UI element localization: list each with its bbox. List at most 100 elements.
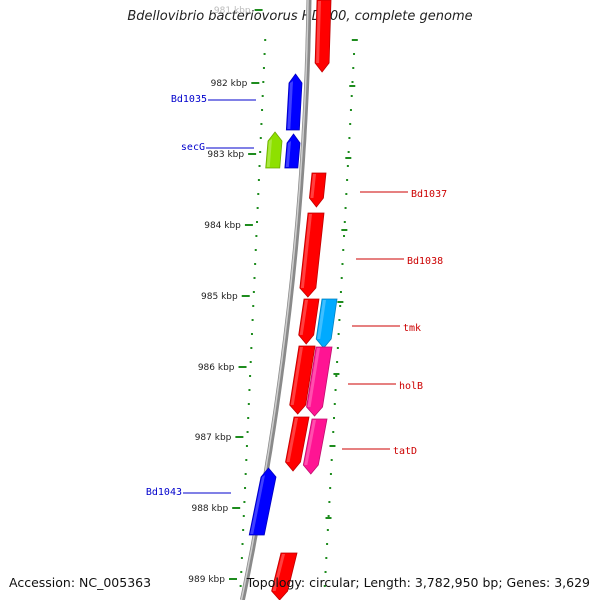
gene-label-holb[interactable]: holB: [399, 381, 423, 392]
gc-dot: [239, 585, 242, 587]
gene-tmk[interactable]: [315, 298, 338, 349]
gc-dot: [261, 95, 264, 97]
gc-dot: [347, 151, 350, 153]
gc-dot: [339, 291, 342, 293]
gene-bevel: [272, 554, 285, 591]
gc-dot: [245, 459, 248, 461]
kbp-tick-label: 984 kbp: [204, 221, 241, 231]
gc-dot: [257, 193, 260, 195]
gene-arrow: [298, 298, 320, 345]
gc-dot: [338, 319, 341, 321]
gene-label-bd1043[interactable]: Bd1043: [146, 487, 182, 498]
gene-feature[interactable]: [314, 0, 332, 73]
gc-dot: [341, 263, 344, 265]
gc-dot: [249, 361, 252, 363]
gene-label-secg[interactable]: secG: [181, 142, 205, 153]
gc-dot: [344, 207, 347, 209]
gene-arrow: [285, 73, 303, 131]
gene-bevel: [285, 141, 291, 167]
gc-dot: [336, 361, 339, 363]
gene-bevel: [310, 174, 316, 198]
gene-bevel: [287, 81, 293, 129]
gene-feature[interactable]: [271, 552, 298, 600]
gene-bevel: [250, 475, 265, 534]
gc-dot: [245, 445, 248, 447]
gene-label-bd1037[interactable]: Bd1037: [411, 189, 447, 200]
gene-bd1043[interactable]: [248, 467, 277, 536]
gc-dot: [262, 67, 265, 69]
gene-bevel: [304, 420, 316, 465]
gc-dot: [252, 291, 255, 293]
gc-dot: [350, 95, 353, 97]
gene-arrow: [265, 131, 283, 169]
gc-dot: [340, 277, 343, 279]
gc-dot: [249, 375, 252, 377]
gene-label-tatd[interactable]: tatD: [393, 446, 417, 457]
gc-dot: [242, 529, 245, 531]
gene-bevel: [316, 1, 321, 63]
gc-dot: [260, 123, 263, 125]
gene-bevel: [266, 139, 272, 167]
gc-dot: [352, 67, 355, 69]
gene-arrow: [309, 172, 327, 208]
gc-dot: [353, 53, 356, 55]
gene-arrow: [302, 418, 328, 475]
gc-dot: [333, 403, 336, 405]
gene-bevel: [307, 348, 320, 407]
kbp-tick-label: 985 kbp: [201, 292, 238, 302]
gc-dot: [346, 179, 349, 181]
gc-dot: [242, 515, 245, 517]
gene-bevel: [317, 300, 326, 339]
gene-arrow: [285, 416, 310, 472]
kbp-tick-label: 982 kbp: [211, 79, 248, 89]
gene-label-bd1038[interactable]: Bd1038: [407, 256, 443, 267]
gc-dot: [250, 333, 253, 335]
gene-label-bd1035[interactable]: Bd1035: [171, 94, 207, 105]
gc-dot: [247, 417, 250, 419]
kbp-tick-label: 983 kbp: [207, 150, 244, 160]
gc-dot: [345, 193, 348, 195]
gene-tatd[interactable]: [302, 418, 328, 475]
gc-dot: [329, 487, 332, 489]
gc-dot: [247, 403, 250, 405]
gc-dot: [257, 179, 260, 181]
gc-dot: [258, 165, 261, 167]
gene-arrow: [284, 133, 301, 169]
gc-dot: [342, 249, 345, 251]
gene-bd1037[interactable]: [309, 172, 327, 208]
gc-dot: [252, 305, 255, 307]
gene-secg[interactable]: [265, 131, 283, 169]
gc-dot: [251, 319, 254, 321]
gene-feature[interactable]: [284, 133, 301, 169]
gene-arrow: [289, 345, 316, 415]
gene-features: [248, 0, 338, 600]
gene-holb[interactable]: [306, 346, 333, 417]
gc-dot: [343, 235, 346, 237]
gc-dot: [326, 543, 329, 545]
gene-bd1038[interactable]: [299, 212, 325, 298]
gene-bevel: [300, 214, 312, 288]
gc-dot: [261, 109, 264, 111]
gc-dot: [349, 123, 352, 125]
gene-feature[interactable]: [285, 416, 310, 472]
gc-dot: [346, 165, 349, 167]
accession-text: Accession: NC_005363: [9, 575, 152, 590]
gc-dot: [250, 347, 253, 349]
gc-dot: [349, 109, 352, 111]
gene-feature[interactable]: [289, 345, 316, 415]
gene-bd1035[interactable]: [285, 73, 303, 131]
gc-dot: [330, 459, 333, 461]
gc-dot: [255, 235, 258, 237]
gc-dot: [329, 473, 332, 475]
genome-title: Bdellovibrio bacteriovorus HD100, comple…: [127, 9, 473, 24]
gc-dot: [243, 501, 246, 503]
gc-dot: [348, 137, 351, 139]
gc-dot: [325, 557, 328, 559]
gc-dot: [240, 557, 243, 559]
gc-dot: [326, 529, 329, 531]
gc-dot: [324, 571, 327, 573]
gene-label-tmk[interactable]: tmk: [403, 323, 421, 334]
gene-bevel: [299, 300, 308, 335]
gene-feature[interactable]: [298, 298, 320, 345]
